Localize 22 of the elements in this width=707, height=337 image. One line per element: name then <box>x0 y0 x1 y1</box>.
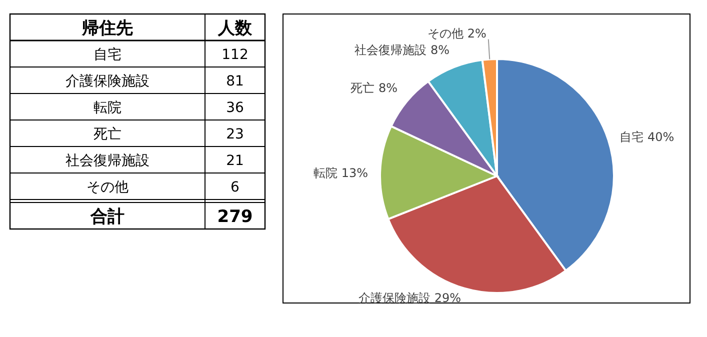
text: 36 <box>226 100 244 116</box>
text: 112 <box>222 46 248 63</box>
text: 自宅 <box>94 46 122 63</box>
text: 23 <box>226 126 244 142</box>
text: 転院 <box>94 100 122 116</box>
text: 81 <box>226 73 244 90</box>
text: 介護保険施設 <box>66 73 150 90</box>
text: その他 <box>86 179 128 196</box>
text: 6 <box>230 179 240 196</box>
text: 社会復帰施設 <box>66 152 150 169</box>
text: 帰住先 <box>81 18 133 38</box>
slice-label: 自宅 40% <box>620 130 674 144</box>
text: 21 <box>226 152 244 169</box>
slice-label: その他 2% <box>428 26 486 40</box>
slice-label: 介護保険施設 29% <box>358 290 462 305</box>
slice-label: 社会復帰施設 8% <box>354 43 450 58</box>
slice-label: 死亡 8% <box>350 80 398 95</box>
text: 人数 <box>217 18 253 38</box>
text: 死亡 <box>94 126 122 142</box>
text: 合計 <box>90 206 124 227</box>
text: 279 <box>217 206 253 227</box>
slice-label: 転院 13% <box>314 166 368 180</box>
